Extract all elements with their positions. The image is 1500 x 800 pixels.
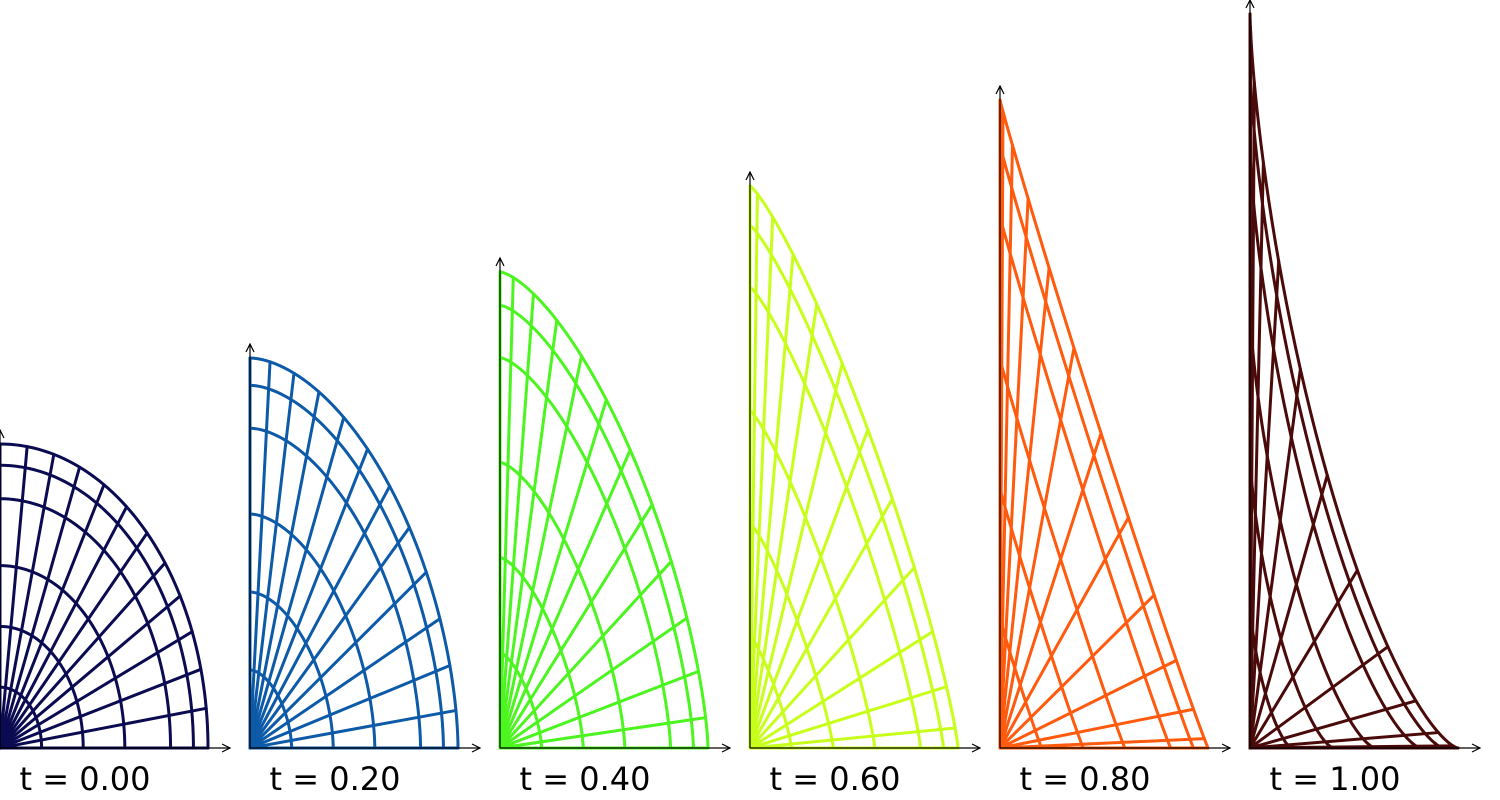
mesh-spoke-9 bbox=[998, 197, 1030, 750]
mesh-spoke-2 bbox=[498, 669, 700, 750]
panel-1: t = 0.20 bbox=[245, 342, 482, 798]
panel-2: t = 0.40 bbox=[495, 256, 732, 798]
mesh-spoke-10 bbox=[0, 452, 56, 750]
mesh-spoke-9 bbox=[498, 318, 559, 750]
mesh-spoke-7 bbox=[748, 361, 844, 750]
mesh-spoke-1 bbox=[748, 726, 957, 750]
mesh-spoke-11 bbox=[248, 360, 272, 750]
mesh-spoke-5 bbox=[498, 503, 654, 750]
mesh-spoke-3 bbox=[1248, 699, 1418, 750]
mesh-spoke-7 bbox=[498, 398, 608, 750]
mesh-spoke-7 bbox=[248, 447, 370, 750]
mesh-spoke-6 bbox=[998, 431, 1103, 750]
mesh-spoke-4 bbox=[1248, 645, 1390, 750]
mesh-spoke-8 bbox=[0, 483, 106, 750]
y-axis-arrow-icon bbox=[0, 428, 5, 439]
mesh-spoke-11 bbox=[0, 445, 29, 750]
mesh-spoke-5 bbox=[1248, 568, 1359, 750]
panel-label: t = 0.20 bbox=[270, 760, 401, 798]
y-axis-arrow-icon bbox=[495, 256, 505, 267]
x-axis-arrow-icon bbox=[221, 743, 232, 753]
mesh-spoke-2 bbox=[748, 685, 949, 750]
mesh-spoke-3 bbox=[998, 658, 1178, 750]
mesh-spoke-2 bbox=[998, 707, 1196, 750]
mesh-spoke-8 bbox=[498, 354, 584, 750]
mesh-spoke-5 bbox=[248, 526, 411, 750]
mesh-spoke-6 bbox=[1248, 473, 1329, 750]
mesh-spoke-9 bbox=[248, 390, 321, 750]
panel-4: t = 0.80 bbox=[995, 84, 1232, 798]
panel-5: t = 1.00 bbox=[1245, 0, 1482, 798]
mesh-spoke-6 bbox=[748, 428, 870, 750]
mesh-spoke-8 bbox=[998, 266, 1051, 750]
mesh-spoke-10 bbox=[248, 371, 296, 750]
x-axis-arrow-icon bbox=[721, 743, 732, 753]
panel-0: t = 0.00 bbox=[0, 428, 232, 798]
mesh-spoke-8 bbox=[1248, 259, 1281, 750]
mesh-spoke-8 bbox=[748, 302, 819, 750]
mesh-spoke-6 bbox=[0, 531, 149, 750]
mesh-spoke-5 bbox=[748, 497, 894, 750]
panel-label: t = 0.60 bbox=[770, 760, 901, 798]
y-axis-arrow-icon bbox=[1245, 0, 1255, 9]
mesh-spoke-3 bbox=[248, 617, 442, 750]
mesh-spoke-4 bbox=[248, 570, 428, 750]
mesh-spoke-10 bbox=[998, 143, 1014, 750]
mesh-spoke-1 bbox=[498, 716, 708, 750]
mesh-spoke-11 bbox=[498, 275, 515, 750]
mesh-spoke-1 bbox=[0, 706, 208, 750]
mesh-spoke-5 bbox=[998, 516, 1130, 750]
mesh-spoke-7 bbox=[1248, 367, 1302, 750]
mesh-spoke-4 bbox=[498, 559, 673, 750]
mesh-spoke-6 bbox=[498, 448, 632, 750]
mesh-spoke-4 bbox=[748, 566, 916, 750]
x-axis-arrow-icon bbox=[471, 743, 482, 753]
panel-label: t = 0.40 bbox=[520, 760, 651, 798]
y-axis-arrow-icon bbox=[245, 342, 255, 353]
mesh-spoke-7 bbox=[0, 505, 129, 750]
panel-label: t = 1.00 bbox=[1270, 760, 1401, 798]
mesh-spoke-9 bbox=[1248, 161, 1265, 750]
mesh-spoke-3 bbox=[0, 630, 194, 750]
mesh-spoke-3 bbox=[498, 616, 689, 750]
mesh-spoke-9 bbox=[748, 252, 795, 750]
mesh-spoke-6 bbox=[248, 484, 392, 750]
panel-3: t = 0.60 bbox=[745, 170, 982, 798]
mesh-spoke-9 bbox=[0, 465, 82, 750]
mesh-spoke-4 bbox=[998, 593, 1156, 750]
mesh-spoke-7 bbox=[998, 346, 1076, 750]
mesh-spoke-10 bbox=[498, 292, 535, 750]
mesh-spoke-1 bbox=[248, 708, 458, 750]
mesh-spoke-4 bbox=[0, 594, 182, 750]
mesh-spoke-2 bbox=[248, 664, 452, 750]
mesh-spoke-1 bbox=[998, 737, 1206, 750]
mesh-spoke-5 bbox=[0, 561, 167, 750]
mesh-spoke-8 bbox=[248, 415, 346, 750]
mesh-spoke-3 bbox=[748, 630, 935, 750]
panel-label: t = 0.80 bbox=[1020, 760, 1151, 798]
mesh-spoke-10 bbox=[748, 215, 775, 750]
y-axis-arrow-icon bbox=[745, 170, 755, 181]
x-axis-arrow-icon bbox=[971, 743, 982, 753]
panel-label: t = 0.00 bbox=[20, 760, 151, 798]
mesh-spoke-2 bbox=[1248, 731, 1440, 750]
x-axis-arrow-icon bbox=[1471, 743, 1482, 753]
mesh-spoke-2 bbox=[0, 667, 203, 750]
x-axis-arrow-icon bbox=[1221, 743, 1232, 753]
y-axis-arrow-icon bbox=[995, 84, 1005, 95]
